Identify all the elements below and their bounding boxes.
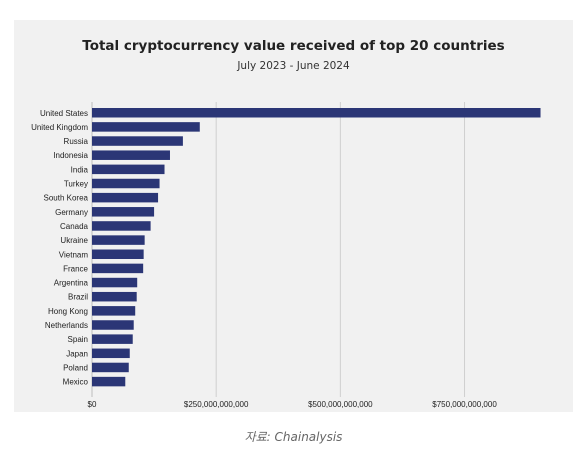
bar xyxy=(92,164,165,175)
bar xyxy=(92,221,151,231)
y-tick-label: Brazil xyxy=(68,293,88,302)
x-tick-label: $0 xyxy=(88,400,97,409)
bar xyxy=(92,362,129,373)
chart-subtitle: July 2023 - June 2024 xyxy=(237,60,350,72)
bar xyxy=(92,108,541,118)
y-tick-label: United States xyxy=(40,109,88,118)
y-tick-label: Ukraine xyxy=(60,236,88,245)
y-tick-label: Germany xyxy=(55,208,88,217)
y-tick-label: Japan xyxy=(66,349,88,358)
bar xyxy=(92,207,155,217)
bar xyxy=(92,249,144,259)
bar xyxy=(92,291,137,302)
y-tick-label: Canada xyxy=(60,222,89,231)
bar xyxy=(92,192,159,203)
y-tick-label: Poland xyxy=(63,363,88,372)
y-tick-label: France xyxy=(63,264,88,273)
y-tick-label: India xyxy=(71,165,89,174)
bar xyxy=(92,376,126,387)
chart-title: Total cryptocurrency value received of t… xyxy=(82,38,505,54)
x-tick-label: $500,000,000,000 xyxy=(308,400,373,409)
bar xyxy=(92,263,144,274)
y-tick-label: Turkey xyxy=(64,180,88,189)
y-tick-label: Mexico xyxy=(63,378,89,387)
bar xyxy=(92,334,133,344)
x-tick-label: $250,000,000,000 xyxy=(184,400,249,409)
bar xyxy=(92,122,200,132)
y-tick-label: Russia xyxy=(64,137,89,146)
y-tick-label: United Kingdom xyxy=(31,123,88,132)
bar-chart: United States United Kingdom Russia Indones… xyxy=(31,102,541,409)
bar xyxy=(92,150,170,160)
bar xyxy=(92,178,160,189)
y-tick-label: South Korea xyxy=(44,194,89,203)
x-tick-label: $750,000,000,000 xyxy=(432,400,497,409)
bar xyxy=(92,277,138,288)
bar xyxy=(92,320,134,330)
y-tick-label: Indonesia xyxy=(53,151,88,160)
bar xyxy=(92,306,136,316)
y-tick-label: Netherlands xyxy=(45,321,88,330)
bar xyxy=(92,348,130,359)
bar xyxy=(92,235,145,245)
y-tick-label: Hong Kong xyxy=(48,307,88,316)
source-caption: 자료: Chainalysis xyxy=(244,430,343,444)
bar xyxy=(92,136,183,146)
y-tick-label: Spain xyxy=(68,335,88,344)
y-tick-label: Argentina xyxy=(54,279,89,288)
y-tick-label: Vietnam xyxy=(59,250,89,259)
chart-panel: Total cryptocurrency value received of t… xyxy=(14,20,573,412)
